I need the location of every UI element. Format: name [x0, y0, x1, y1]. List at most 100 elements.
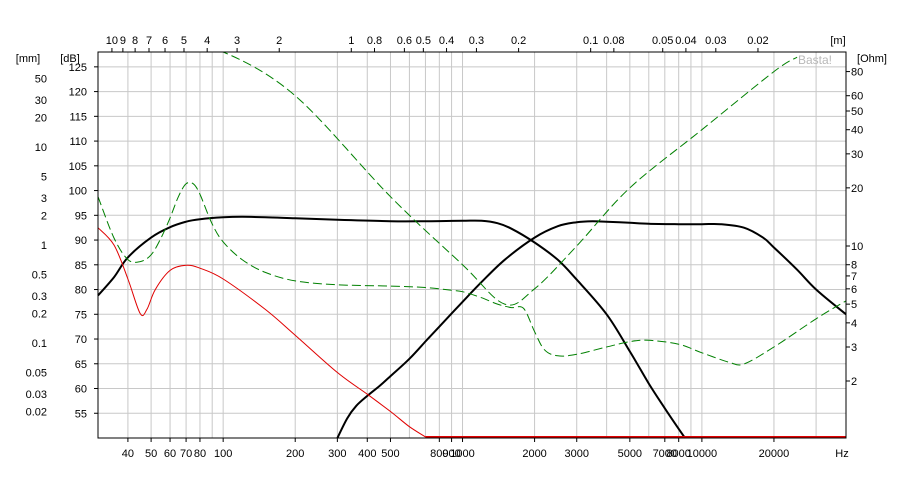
- top-tick-label: 0.4: [439, 35, 454, 47]
- ohm-tick-label: 10: [851, 241, 863, 253]
- x-tick-label: 2000: [522, 448, 546, 460]
- impedance-curve: [97, 181, 847, 366]
- x-axis-unit-label: Hz: [835, 448, 848, 460]
- x-tick-label: 60: [164, 448, 176, 460]
- mm-tick-label: 30: [35, 95, 47, 107]
- ohm-tick-label: 8: [851, 260, 857, 272]
- top-tick-label: 0.8: [367, 35, 382, 47]
- x-tick-label: 20000: [759, 448, 790, 460]
- spl-curve-tweeter: [336, 220, 847, 439]
- plot-frame: [97, 51, 847, 439]
- top-tick-label: 0.3: [469, 35, 484, 47]
- x-tick-label: 10000: [687, 448, 718, 460]
- excursion-curve: [97, 227, 426, 438]
- db-axis-unit-label: [dB]: [60, 53, 80, 65]
- mm-tick-label: 5: [41, 172, 47, 184]
- top-tick-label: 7: [146, 35, 152, 47]
- mm-tick-label: 3: [41, 193, 47, 205]
- x-tick-label: 300: [328, 448, 346, 460]
- mm-tick-label: 50: [35, 74, 47, 86]
- db-tick-label: 115: [69, 111, 87, 123]
- db-tick-label: 90: [75, 235, 87, 247]
- top-tick-label: 1: [348, 35, 354, 47]
- top-tick-label: 2: [276, 35, 282, 47]
- top-tick-label: 0.5: [416, 35, 431, 47]
- x-tick-label: 1000: [450, 448, 474, 460]
- ohm-tick-label: 3: [851, 342, 857, 354]
- top-tick-label: 0.05: [652, 35, 673, 47]
- mm-tick-label: 0.3: [32, 291, 47, 303]
- mm-tick-label: 10: [35, 142, 47, 154]
- mm-tick-label: 0.1: [32, 338, 47, 350]
- spl-curve-woofer: [97, 215, 686, 439]
- top-tick-label: 0.02: [747, 35, 768, 47]
- x-tick-label: 8000: [666, 448, 690, 460]
- x-tick-label: 200: [286, 448, 304, 460]
- mm-tick-label: 2: [41, 210, 47, 222]
- mm-tick-label: 0.5: [32, 270, 47, 282]
- watermark-text: Basta!: [798, 53, 832, 67]
- db-tick-label: 70: [75, 334, 87, 346]
- mm-tick-label: 0.2: [32, 308, 47, 320]
- mm-tick-label: 0.03: [26, 389, 47, 401]
- x-tick-label: 5000: [618, 448, 642, 460]
- ohm-tick-label: 60: [851, 91, 863, 103]
- db-tick-label: 85: [75, 260, 87, 272]
- top-tick-label: 9: [120, 35, 126, 47]
- ohm-tick-label: 4: [851, 318, 857, 330]
- db-tick-label: 100: [69, 186, 87, 198]
- x-tick-label: 50: [145, 448, 157, 460]
- x-tick-label: 40: [122, 448, 134, 460]
- db-tick-label: 125: [69, 62, 87, 74]
- x-tick-label: 900: [442, 448, 460, 460]
- top-tick-label: 0.03: [705, 35, 726, 47]
- mm-tick-label: 20: [35, 112, 47, 124]
- x-tick-label: 80: [194, 448, 206, 460]
- db-tick-label: 80: [75, 285, 87, 297]
- x-tick-label: 100: [214, 448, 232, 460]
- mm-tick-label: 1: [41, 240, 47, 252]
- ohm-tick-label: 30: [851, 149, 863, 161]
- top-tick-label: 6: [162, 35, 168, 47]
- x-tick-label: 400: [358, 448, 376, 460]
- series-group: [97, 51, 847, 439]
- x-tick-label: 3000: [564, 448, 588, 460]
- top-tick-label: 0.2: [511, 35, 526, 47]
- db-tick-label: 65: [75, 359, 87, 371]
- impedance-curve-secondary: [193, 51, 798, 306]
- ohm-tick-label: 7: [851, 271, 857, 283]
- mm-axis-unit-label: [mm]: [16, 53, 40, 65]
- top-tick-label: 3: [234, 35, 240, 47]
- grid: [98, 52, 846, 438]
- ohm-tick-label: 50: [851, 106, 863, 118]
- ohm-tick-label: 80: [851, 67, 863, 79]
- db-tick-label: 75: [75, 309, 87, 321]
- ohm-tick-label: 5: [851, 299, 857, 311]
- top-tick-label: 0.08: [603, 35, 624, 47]
- db-tick-label: 105: [69, 161, 87, 173]
- ohm-tick-label: 20: [851, 183, 863, 195]
- ohm-tick-label: 40: [851, 125, 863, 137]
- top-tick-label: 0.6: [397, 35, 412, 47]
- top-tick-label: 4: [204, 35, 210, 47]
- mm-tick-label: 0.02: [26, 406, 47, 418]
- top-tick-label: 10: [106, 35, 118, 47]
- top-tick-label: 0.04: [675, 35, 696, 47]
- db-tick-label: 60: [75, 384, 87, 396]
- top-tick-label: 8: [132, 35, 138, 47]
- mm-tick-label: 0.05: [26, 368, 47, 380]
- x-tick-label: 7000: [653, 448, 677, 460]
- ohm-tick-label: 6: [851, 284, 857, 296]
- top-tick-label: 0.1: [583, 35, 598, 47]
- x-tick-label: 800: [430, 448, 448, 460]
- ohm-tick-label: 2: [851, 376, 857, 388]
- db-tick-label: 95: [75, 210, 87, 222]
- x-tick-label: 500: [381, 448, 399, 460]
- db-tick-label: 110: [69, 136, 87, 148]
- ohm-axis-unit-label: [Ohm]: [857, 53, 887, 65]
- top-axis-unit-label: [m]: [830, 35, 845, 47]
- top-tick-label: 5: [181, 35, 187, 47]
- db-tick-label: 120: [69, 87, 87, 99]
